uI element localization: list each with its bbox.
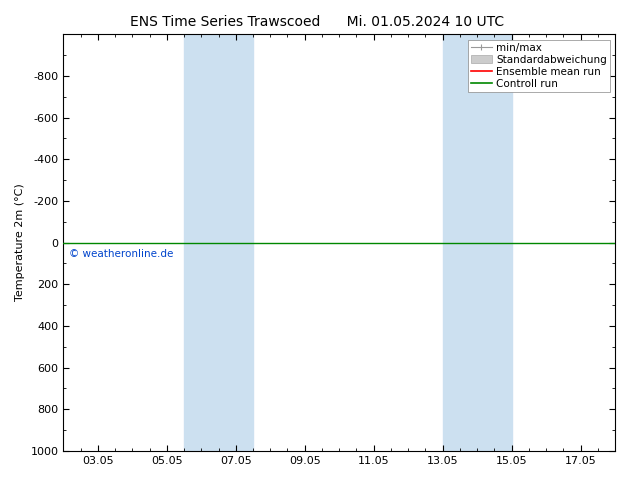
Text: ENS Time Series Trawscoed      Mi. 01.05.2024 10 UTC: ENS Time Series Trawscoed Mi. 01.05.2024… — [130, 15, 504, 29]
Text: © weatheronline.de: © weatheronline.de — [68, 249, 173, 259]
Legend: min/max, Standardabweichung, Ensemble mean run, Controll run: min/max, Standardabweichung, Ensemble me… — [468, 40, 610, 92]
Bar — [184, 34, 253, 451]
Y-axis label: Temperature 2m (°C): Temperature 2m (°C) — [15, 184, 25, 301]
Bar — [443, 34, 512, 451]
